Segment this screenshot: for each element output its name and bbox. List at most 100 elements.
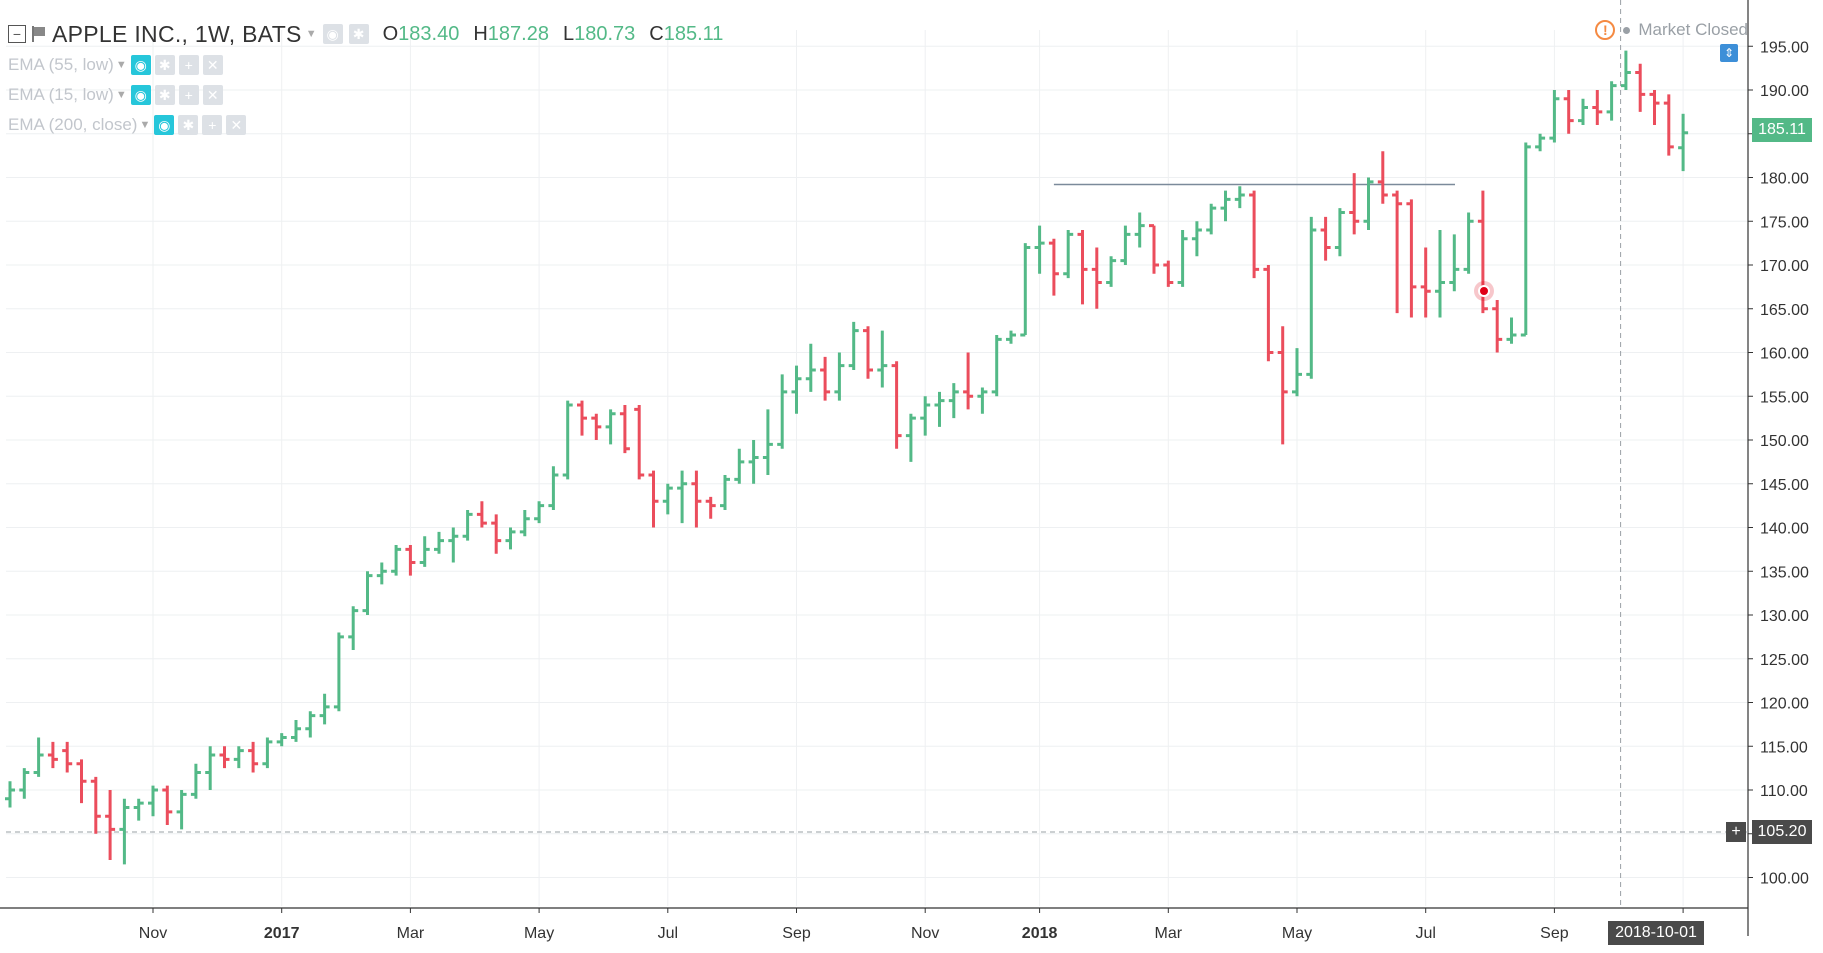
y-tick-label: 110.00 [1760,783,1808,800]
ohlc-bar [834,352,845,401]
close-icon[interactable]: ✕ [202,85,223,105]
crosshair-plus-icon[interactable]: + [1726,822,1746,842]
ohlc-bar [705,496,716,519]
ohlc-bar [1048,238,1059,296]
ohlc-bar [76,759,87,804]
ohlc-bar [33,737,44,777]
ohlc-bar [1306,216,1317,379]
ohlc-bar [791,365,802,414]
x-tick-label: Nov [139,925,167,942]
ohlc-bar [305,711,316,738]
ohlc-bar [1449,234,1460,292]
ohlc-bar [1535,133,1546,152]
indicator-label[interactable]: EMA (15, low) [8,85,114,104]
ohlc-bar [1134,212,1145,248]
chevron-down-icon[interactable]: ▼ [115,89,127,101]
ohlc-bar [634,405,645,480]
eye-icon[interactable]: ◉ [130,55,151,75]
eye-icon[interactable]: ◉ [154,115,175,135]
ohlc-bar [462,510,473,541]
y-tick-label: 145.00 [1760,477,1809,494]
ohlc-low-value: 180.73 [574,22,636,45]
ohlc-bar [362,571,373,615]
ohlc-bar [1234,186,1245,209]
flag-icon[interactable] [32,26,46,42]
x-tick-label: May [524,925,554,942]
ohlc-bar [219,746,230,769]
ohlc-bar [148,785,158,817]
ohlc-bar [1191,221,1202,257]
indicator-label[interactable]: EMA (55, low) [8,55,114,74]
ohlc-bar [820,356,831,401]
ohlc-bar [1635,63,1646,112]
ohlc-bar [348,606,359,650]
ohlc-bar [1363,177,1374,230]
close-icon[interactable]: ✕ [202,55,223,75]
status-dot-icon [1623,26,1631,34]
x-tick-label: 2018 [1022,925,1058,942]
ohlc-bar [848,321,859,370]
gear-icon[interactable]: ✱ [178,115,199,135]
x-tick-label: 2017 [264,925,300,942]
x-tick-label: Jul [1415,925,1435,942]
x-tick-label: Mar [397,925,425,942]
ohlc-bar [1606,81,1617,121]
ohlc-close-label: C [649,22,664,45]
y-tick-label: 130.00 [1760,608,1809,625]
x-tick-label: Jul [658,925,678,942]
y-tick-label: 150.00 [1760,433,1809,450]
indicator-ema-15[interactable]: EMA (15, low) ▼ ◉ ✱ + ✕ [8,84,223,106]
ohlc-bar [805,343,816,392]
gear-icon[interactable]: ✱ [154,55,175,75]
chevron-down-icon[interactable]: ▼ [305,28,317,40]
chevron-down-icon[interactable]: ▼ [139,119,151,131]
ohlc-bar [276,733,287,747]
close-icon[interactable]: ✕ [226,115,247,135]
scale-toggle-icon[interactable]: ⇕ [1720,44,1738,62]
ohlc-close-value: 185.11 [663,22,724,45]
collapse-legend-icon[interactable]: − [8,25,26,43]
ohlc-bar [505,527,516,550]
ohlc-open-label: O [382,22,399,45]
ohlc-bar [119,798,130,865]
ohlc-bar [1292,348,1302,397]
symbol-title[interactable]: APPLE INC., 1W, BATS [52,20,302,47]
ohlc-bar [1149,224,1159,274]
eye-icon[interactable]: ◉ [322,24,343,44]
x-tick-label: Sep [1540,925,1569,942]
indicator-label[interactable]: EMA (200, close) [8,115,138,134]
plus-icon[interactable]: + [178,85,199,105]
plus-icon[interactable]: + [178,55,199,75]
ohlc-bar [434,531,444,554]
x-tick-label: Sep [782,925,811,942]
ohlc-bar [233,746,244,769]
plus-icon[interactable]: + [202,115,223,135]
ohlc-bar [1263,265,1274,362]
ohlc-bar [1435,230,1445,318]
cursor-click-marker [1474,281,1494,301]
ohlc-bar [1177,230,1188,287]
ohlc-bar [1163,260,1174,287]
indicator-ema-200[interactable]: EMA (200, close) ▼ ◉ ✱ + ✕ [8,114,247,136]
ohlc-bar [691,470,702,528]
ohlc-bar [762,409,773,475]
ohlc-bar [333,632,344,712]
symbol-legend[interactable]: − APPLE INC., 1W, BATS ▼ ◉ ✱ O183.40 H18… [8,18,723,50]
ohlc-bar [720,475,730,510]
ohlc-bar [1592,90,1603,125]
ohlc-bar [190,763,201,799]
warning-icon[interactable]: ! [1595,20,1616,40]
chevron-down-icon[interactable]: ▼ [115,59,127,71]
gear-icon[interactable]: ✱ [348,24,369,44]
y-tick-label: 135.00 [1760,564,1809,581]
y-tick-label: 100.00 [1760,871,1809,888]
ohlc-bar [1249,190,1260,279]
eye-icon[interactable]: ◉ [130,85,151,105]
x-tick-label: May [1282,925,1312,942]
ohlc-bar [863,326,873,379]
y-tick-label: 170.00 [1760,258,1809,275]
indicator-ema-55[interactable]: EMA (55, low) ▼ ◉ ✱ + ✕ [8,54,223,76]
gear-icon[interactable]: ✱ [154,85,175,105]
